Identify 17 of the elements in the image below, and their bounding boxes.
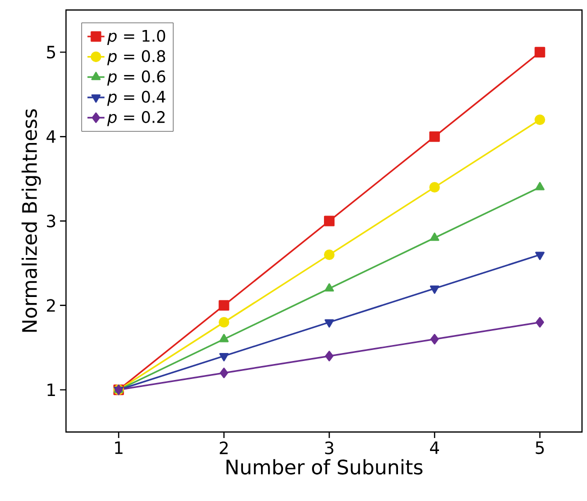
- y-tick-label: 1: [48, 384, 55, 396]
- x-tick-label: 1: [115, 442, 122, 454]
- y-axis-title: Normalized Brightness: [22, 109, 41, 332]
- y-tick-label: 5: [47, 46, 56, 58]
- x-axis-title: Number of Subunits: [226, 459, 422, 475]
- y-tick-label: 3: [47, 214, 56, 228]
- x-tick-label: 4: [430, 442, 440, 454]
- x-tick-label: 2: [220, 441, 228, 454]
- x-tick-label: 3: [325, 441, 334, 454]
- y-tick-label: 2: [46, 299, 55, 312]
- legend-label: p = 0.4: [107, 90, 166, 106]
- legend-label: p = 0.2: [107, 111, 165, 126]
- x-tick-label: 5: [536, 442, 544, 454]
- legend-label: p = 1.0: [107, 30, 166, 45]
- y-tick-label: 4: [46, 130, 56, 143]
- legend-label: p = 0.6: [107, 70, 166, 86]
- legend-label: p = 0.8: [107, 50, 166, 66]
